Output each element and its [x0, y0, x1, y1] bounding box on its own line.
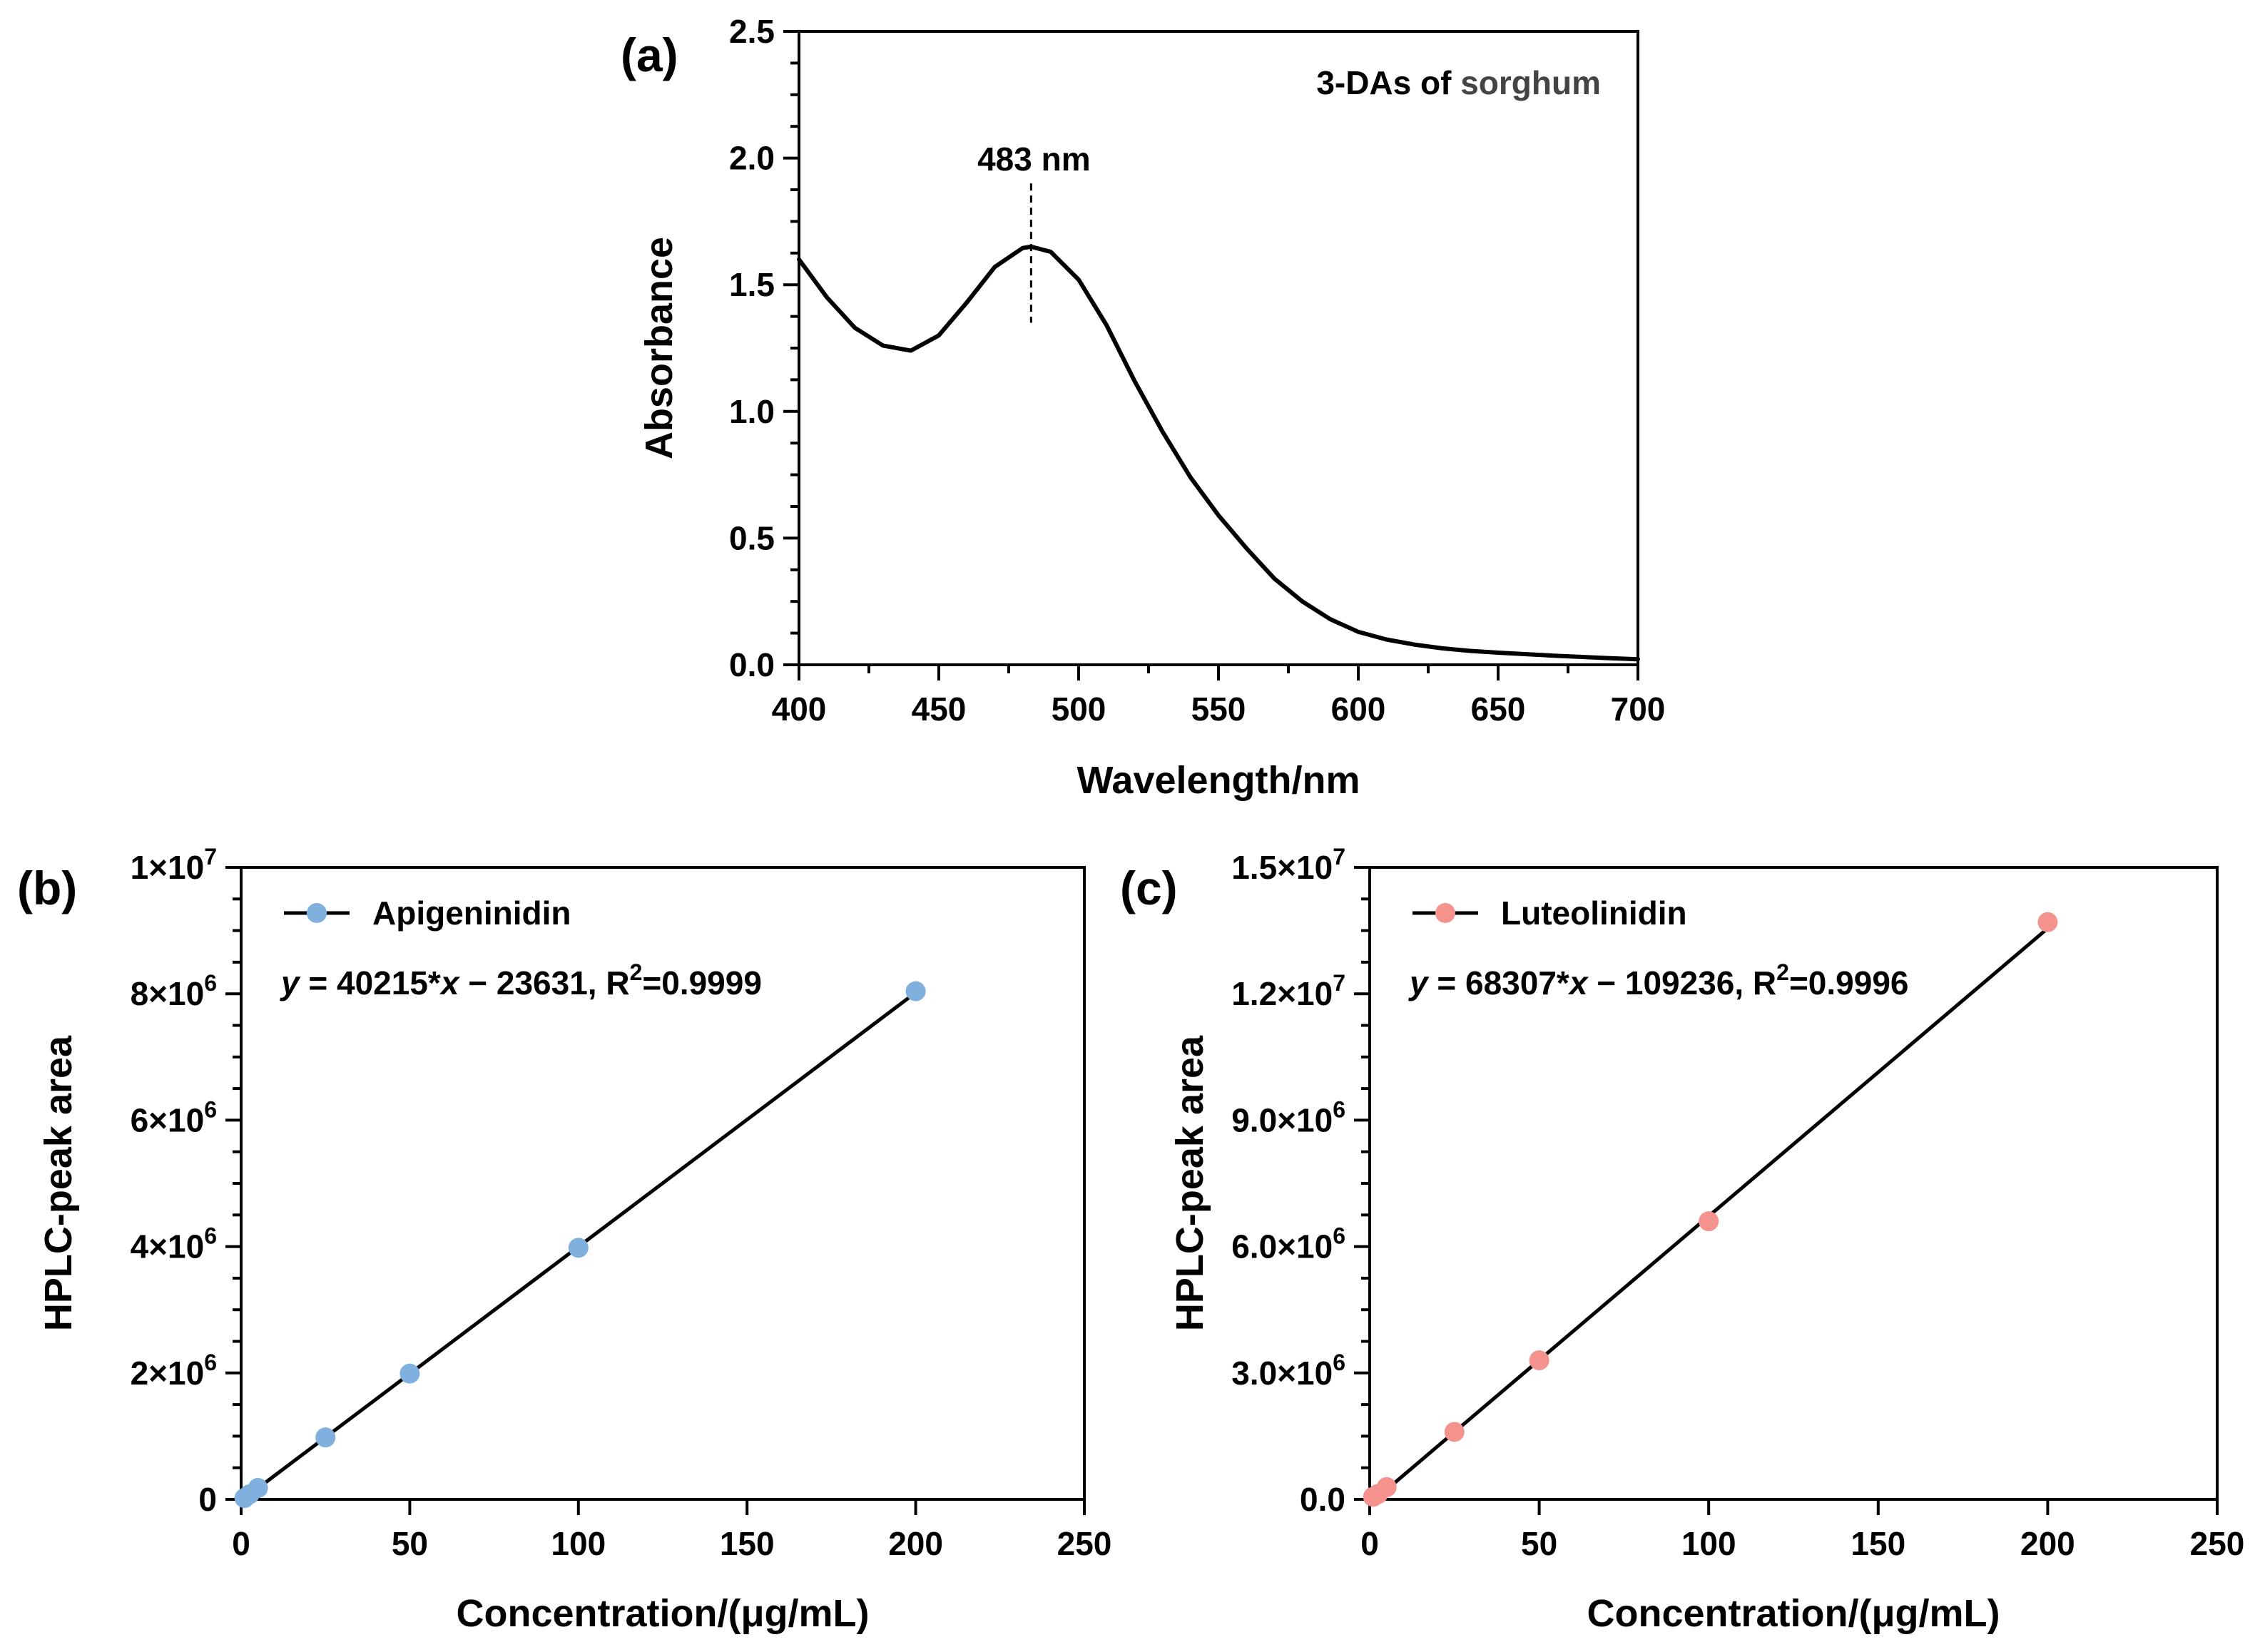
spectrum-line — [797, 244, 1640, 662]
y-tick-label: 1.5 — [729, 266, 775, 303]
y-tick-label: 1×107 — [131, 844, 217, 886]
y-tick-label: 0.5 — [729, 519, 775, 556]
y-tick-label: 1.0 — [729, 393, 775, 430]
peak-annotation: 483 nm — [977, 141, 1091, 178]
y-tick-label: 6×106 — [131, 1096, 217, 1138]
x-axis-title: Concentration/(μg/mL) — [1587, 1592, 2000, 1635]
legend-label: Luteolinidin — [1501, 894, 1687, 932]
y-tick-label: 0 — [198, 1481, 217, 1518]
panel-c: (c) 0 50 100 150 200 250 0.0 3.0×106 6.0×106 9.0×1… — [1120, 844, 2244, 1635]
plot-frame — [1368, 866, 2219, 1501]
x-tick-label: 0 — [1360, 1525, 1379, 1562]
data-point — [399, 1363, 420, 1384]
x-tick-label: 650 — [1471, 690, 1526, 728]
y-tick-label: 8×106 — [131, 970, 217, 1012]
panel-label: (c) — [1120, 862, 1178, 914]
y-tick-label: 2.0 — [729, 140, 775, 177]
data-point — [248, 1478, 268, 1499]
legend-marker — [1435, 903, 1455, 923]
y-tick-label: 3.0×106 — [1231, 1350, 1345, 1392]
x-tick-label: 150 — [720, 1525, 775, 1562]
data-point — [1444, 1422, 1465, 1442]
x-tick-label: 400 — [772, 690, 827, 728]
x-tick-label: 200 — [2020, 1525, 2075, 1562]
y-tick-label: 0.0 — [1300, 1481, 1345, 1518]
x-tick-label: 250 — [2190, 1525, 2245, 1562]
y-tick-label: 2.5 — [729, 13, 775, 50]
data-point — [1699, 1211, 1719, 1232]
y-axis-title: HPLC-peak area — [1169, 1035, 1211, 1331]
data-point — [568, 1238, 589, 1258]
x-axis-title: Wavelength/nm — [1076, 759, 1360, 802]
y-tick-label: 1.2×107 — [1231, 970, 1345, 1012]
legend-marker — [307, 903, 327, 923]
x-tick-label: 550 — [1191, 690, 1246, 728]
data-point — [2037, 912, 2058, 932]
plot-frame — [798, 30, 1639, 666]
y-tick-label: 9.0×106 — [1231, 1096, 1345, 1138]
legend-label: Apigeninidin — [372, 894, 571, 932]
x-tick-label: 500 — [1052, 690, 1106, 728]
panel-label: (a) — [621, 29, 678, 81]
x-tick-label: 200 — [888, 1525, 943, 1562]
x-tick-label: 50 — [1521, 1525, 1557, 1562]
y-axis-title: Absorbance — [638, 237, 681, 459]
x-tick-label: 700 — [1611, 690, 1666, 728]
panel-b: (b) 0 50 100 150 200 250 0 2×106 4×106 6×106 8×106 1… — [17, 844, 1111, 1635]
x-tick-label: 100 — [551, 1525, 606, 1562]
data-point — [315, 1427, 336, 1448]
panel-label: (b) — [17, 862, 77, 914]
data-point — [1376, 1477, 1397, 1497]
y-tick-label: 1.5×107 — [1231, 844, 1345, 886]
x-tick-label: 50 — [392, 1525, 428, 1562]
x-tick-label: 100 — [1681, 1525, 1736, 1562]
panel-a: (a) 400 450 500 550 600 650 700 0.0 0.5 1.0 1.5 2.0 2… — [621, 13, 1665, 802]
x-tick-label: 250 — [1057, 1525, 1112, 1562]
data-point — [1529, 1350, 1549, 1371]
x-tick-label: 600 — [1331, 690, 1386, 728]
x-axis-title: Concentration/(μg/mL) — [457, 1592, 870, 1635]
y-axis-title: HPLC-peak area — [37, 1035, 80, 1331]
fit-equation: y = 40215*x − 23631, R2=0.9999 — [280, 959, 762, 1001]
chart-title: 3-DAs of sorghum — [1316, 64, 1601, 101]
x-tick-label: 450 — [912, 690, 967, 728]
y-tick-label: 4×106 — [131, 1223, 217, 1265]
x-tick-label: 0 — [232, 1525, 250, 1562]
y-tick-label: 6.0×106 — [1231, 1223, 1345, 1265]
data-point — [905, 981, 926, 1001]
y-tick-label: 2×106 — [131, 1350, 217, 1392]
y-tick-label: 0.0 — [729, 646, 775, 683]
fit-equation: y = 68307*x − 109236, R2=0.9996 — [1408, 959, 1909, 1001]
x-tick-label: 150 — [1851, 1525, 1905, 1562]
